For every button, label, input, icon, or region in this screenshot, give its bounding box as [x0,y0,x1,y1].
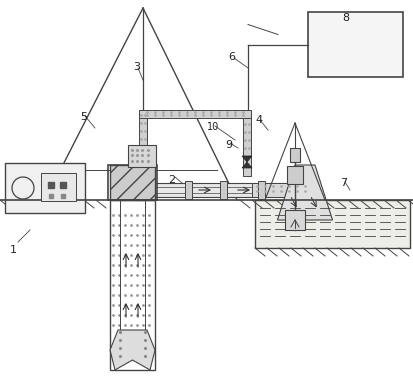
Bar [41,173,76,201]
Text: 9: 9 [225,140,232,150]
Text: 3: 3 [133,62,140,72]
Bar [108,165,157,200]
Bar [255,200,410,248]
Bar [139,110,147,145]
Bar [285,210,305,230]
Bar [110,200,155,370]
Text: 10: 10 [207,122,219,132]
Text: 6: 6 [228,52,235,62]
Text: 2: 2 [168,175,175,185]
Text: 8: 8 [342,13,349,23]
Bar [252,183,317,197]
Text: 5: 5 [80,112,87,122]
Polygon shape [278,165,332,220]
Text: 7: 7 [340,178,347,188]
Bar [185,181,192,199]
Bar [243,118,251,176]
Bar [258,181,265,199]
Bar [220,181,227,199]
Polygon shape [242,156,252,162]
Bar [290,148,300,162]
Bar [308,12,403,77]
Bar [155,183,310,197]
Bar [110,165,155,200]
Bar [128,145,156,167]
Polygon shape [110,330,155,370]
Bar [139,110,251,118]
Bar [287,166,303,184]
Text: 4: 4 [255,115,262,125]
Polygon shape [242,162,252,168]
Bar [5,163,85,213]
Text: 1: 1 [10,245,17,255]
